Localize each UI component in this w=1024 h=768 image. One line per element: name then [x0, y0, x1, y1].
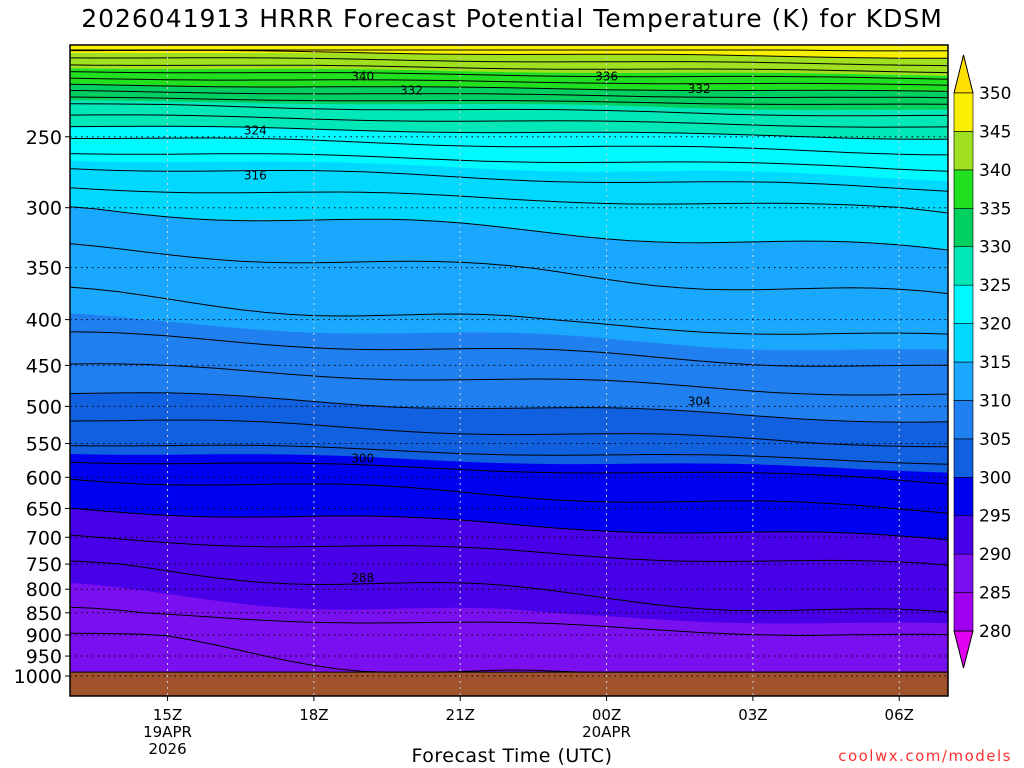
colorbar-swatch: [953, 92, 974, 132]
colorbar-swatch: [953, 438, 974, 478]
colorbar-swatch: [953, 284, 974, 324]
y-tick-label: 550: [26, 433, 62, 455]
contour-label: 332: [400, 84, 423, 98]
contour-label: 336: [595, 69, 618, 83]
x-tick-sublabel: 19APR: [143, 723, 192, 741]
isentrope-320: [70, 153, 948, 172]
y-tick-label: 300: [26, 198, 62, 220]
colorbar-swatch: [953, 361, 974, 401]
colorbar-label: 345: [979, 122, 1011, 142]
isentrope-328: [70, 103, 948, 117]
colorbar-label: 280: [979, 622, 1011, 642]
isentrope-316: [70, 187, 948, 214]
isentrope-300: [70, 444, 948, 465]
y-tick-label: 250: [26, 127, 62, 149]
x-tick-label: 03Z: [738, 706, 767, 724]
y-tick-label: 1000: [14, 666, 62, 688]
colorbar-label: 305: [979, 430, 1011, 450]
isentrope-314: [70, 206, 948, 251]
colorbar-label: 330: [979, 238, 1011, 258]
y-tick-label: 450: [26, 355, 62, 377]
chart-title: 2026041913 HRRR Forecast Potential Tempe…: [81, 4, 943, 33]
isentrope-336: [70, 77, 948, 86]
contour-label: 300: [351, 452, 374, 466]
x-tick-sublabel: 20APR: [582, 723, 631, 741]
contour-label: 332: [688, 82, 711, 96]
colorbar-label: 290: [979, 545, 1011, 565]
y-tick-label: 400: [26, 310, 62, 332]
colorbar-label: 340: [979, 161, 1011, 181]
isentrope-310: [70, 286, 948, 335]
isentrope-318: [70, 168, 948, 192]
contour-label: 288: [351, 571, 374, 585]
credit-text: coolwx.com/models: [838, 747, 1012, 765]
x-axis-label: Forecast Time (UTC): [411, 745, 613, 767]
x-tick-label: 21Z: [446, 706, 475, 724]
theta-band-top: [70, 45, 948, 53]
colorbar-label: 320: [979, 315, 1011, 335]
isentrope-334: [70, 83, 948, 92]
isentrope-326: [70, 114, 948, 128]
isentrope-322: [70, 137, 948, 156]
y-tick-label: 750: [26, 554, 62, 576]
y-tick-label: 350: [26, 258, 62, 280]
contour-label: 304: [688, 395, 711, 409]
contour-label: 340: [351, 69, 374, 83]
isentrope-332: [70, 90, 948, 99]
colorbar-label: 335: [979, 199, 1011, 219]
y-tick-label: 950: [26, 646, 62, 668]
y-tick-label: 700: [26, 527, 62, 549]
x-tick-label: 18Z: [299, 706, 328, 724]
isentrope-298: [70, 461, 948, 485]
colorbar-label: 310: [979, 391, 1011, 411]
isentrope-346: [70, 49, 948, 52]
colorbar-swatch: [953, 400, 974, 440]
colorbar-swatch: [953, 207, 974, 248]
contour-label: 324: [244, 124, 267, 138]
colorbar-label: 300: [979, 468, 1011, 488]
isentrope-296: [70, 478, 948, 514]
isentrope-308: [70, 331, 948, 367]
y-tick-label: 900: [26, 625, 62, 647]
y-tick-label: 850: [26, 603, 62, 625]
y-tick-label: 500: [26, 396, 62, 418]
colorbar-swatch: [953, 323, 974, 363]
colorbar-label: 295: [979, 507, 1011, 527]
colorbar-label: 325: [979, 276, 1011, 296]
x-tick-label: 00Z: [592, 706, 621, 724]
colorbar-label: 315: [979, 353, 1011, 373]
isentrope-302: [70, 419, 948, 448]
colorbar-label: 285: [979, 584, 1011, 604]
isentrope-342: [70, 57, 948, 67]
colorbar-swatch: [953, 592, 974, 632]
contour-label: 316: [244, 168, 267, 182]
colorbar-swatch: [953, 476, 974, 517]
x-tick-sublabel: 2026: [148, 740, 186, 758]
x-tick-label: 15Z: [153, 706, 182, 724]
isentrope-294: [70, 507, 948, 541]
colorbar-swatch: [953, 515, 974, 555]
colorbar-swatch: [953, 553, 974, 593]
x-tick-label: 06Z: [885, 706, 914, 724]
colorbar-top-arrow: [953, 54, 974, 94]
colorbar-label: 350: [979, 84, 1011, 104]
isentrope-340: [70, 64, 948, 74]
isentrope-312: [70, 243, 948, 295]
y-tick-label: 650: [26, 498, 62, 520]
colorbar-swatch: [953, 246, 974, 286]
isentrope-304: [70, 392, 948, 423]
colorbar-bottom-arrow: [953, 630, 974, 669]
isentrope-330: [70, 96, 948, 105]
isentrope-292: [70, 534, 948, 566]
ground-surface: [70, 672, 948, 696]
isentrope-306: [70, 363, 948, 396]
colorbar-swatch: [953, 131, 974, 171]
isentrope-290: [70, 560, 948, 613]
y-tick-label: 600: [26, 467, 62, 489]
y-tick-label: 800: [26, 579, 62, 601]
isentrope-288: [70, 606, 948, 637]
isentrope-338: [70, 71, 948, 80]
colorbar-swatch: [953, 169, 974, 209]
